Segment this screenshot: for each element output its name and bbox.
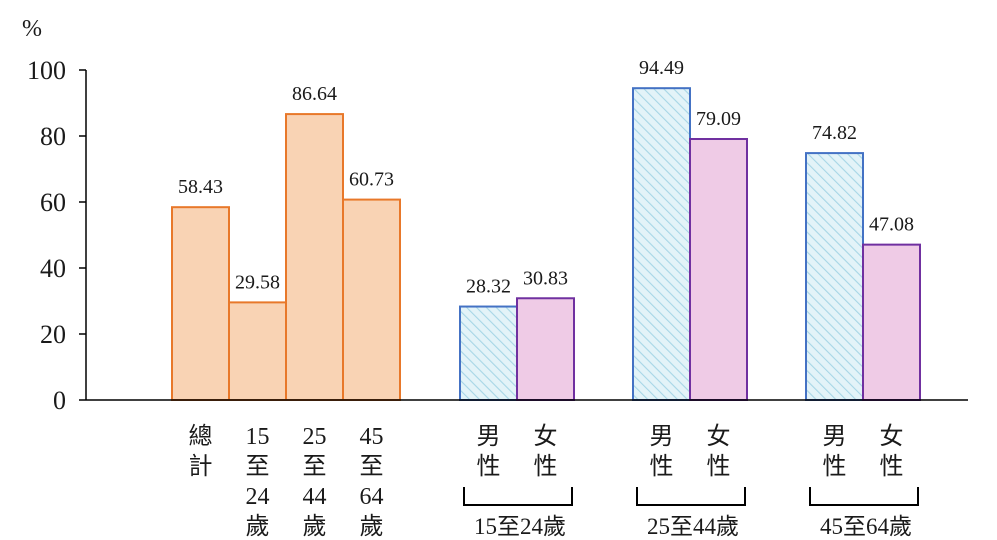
- bar-value-label: 94.49: [639, 57, 684, 79]
- y-axis-ticks: 0 20 40 60 80 100: [27, 56, 86, 415]
- x-category-label: 總計: [189, 423, 213, 480]
- bar-male: [805, 152, 864, 401]
- group-bracket: [809, 487, 919, 506]
- bar-total: [171, 206, 230, 401]
- y-axis-label: %: [22, 16, 42, 42]
- group-bracket: [463, 487, 573, 506]
- bar-value-label: 29.58: [235, 271, 280, 293]
- group-caption: 25至44歲: [647, 514, 739, 539]
- y-tick-label: 20: [40, 320, 66, 349]
- bar-value-label: 86.64: [292, 83, 337, 105]
- bar-value-label: 79.09: [696, 108, 741, 130]
- bar-value-label: 58.43: [178, 176, 223, 198]
- x-category-label: 25 至 44 歲: [303, 424, 327, 540]
- x-category-label: 女性: [707, 423, 731, 480]
- bar-value-label: 47.08: [869, 214, 914, 236]
- y-tick-label: 0: [53, 386, 66, 415]
- y-tick-label: 80: [40, 122, 66, 151]
- y-tick-label: 40: [40, 254, 66, 283]
- bar-value-label: 28.32: [466, 276, 511, 298]
- x-category-label: 男性: [477, 424, 501, 480]
- group-brackets: 15至24歲 25至44歲 45至64歲: [463, 487, 919, 539]
- y-tick-label: 60: [40, 188, 66, 217]
- x-category-label: 15 至 24 歲: [246, 424, 270, 540]
- x-category-label: 男性: [823, 424, 847, 480]
- group-caption: 15至24歲: [474, 514, 566, 539]
- bar-female: [516, 297, 575, 401]
- x-category-label: 女性: [880, 423, 904, 480]
- bar-female: [862, 243, 921, 401]
- bar-value-label: 60.73: [349, 169, 394, 191]
- bar-female: [689, 138, 748, 402]
- y-tick-label: 100: [27, 56, 66, 85]
- group-caption: 45至64歲: [820, 514, 912, 539]
- bar-series: [171, 87, 921, 402]
- bar-male: [459, 305, 518, 402]
- bar-value-label: 30.83: [523, 267, 568, 289]
- x-category-label: 女性: [534, 423, 558, 480]
- x-category-label: 45 至 64 歲: [360, 424, 384, 540]
- bar-male: [632, 87, 691, 401]
- bar-total: [342, 198, 401, 401]
- group-bracket: [636, 487, 746, 506]
- bar-total: [285, 113, 344, 401]
- x-category-label: 男性: [650, 424, 674, 480]
- bar-total: [228, 301, 287, 401]
- data-labels: 58.43 29.58 86.64 60.73 28.32 30.83 94.49 79.09…: [178, 57, 914, 297]
- bar-value-label: 74.82: [812, 122, 857, 144]
